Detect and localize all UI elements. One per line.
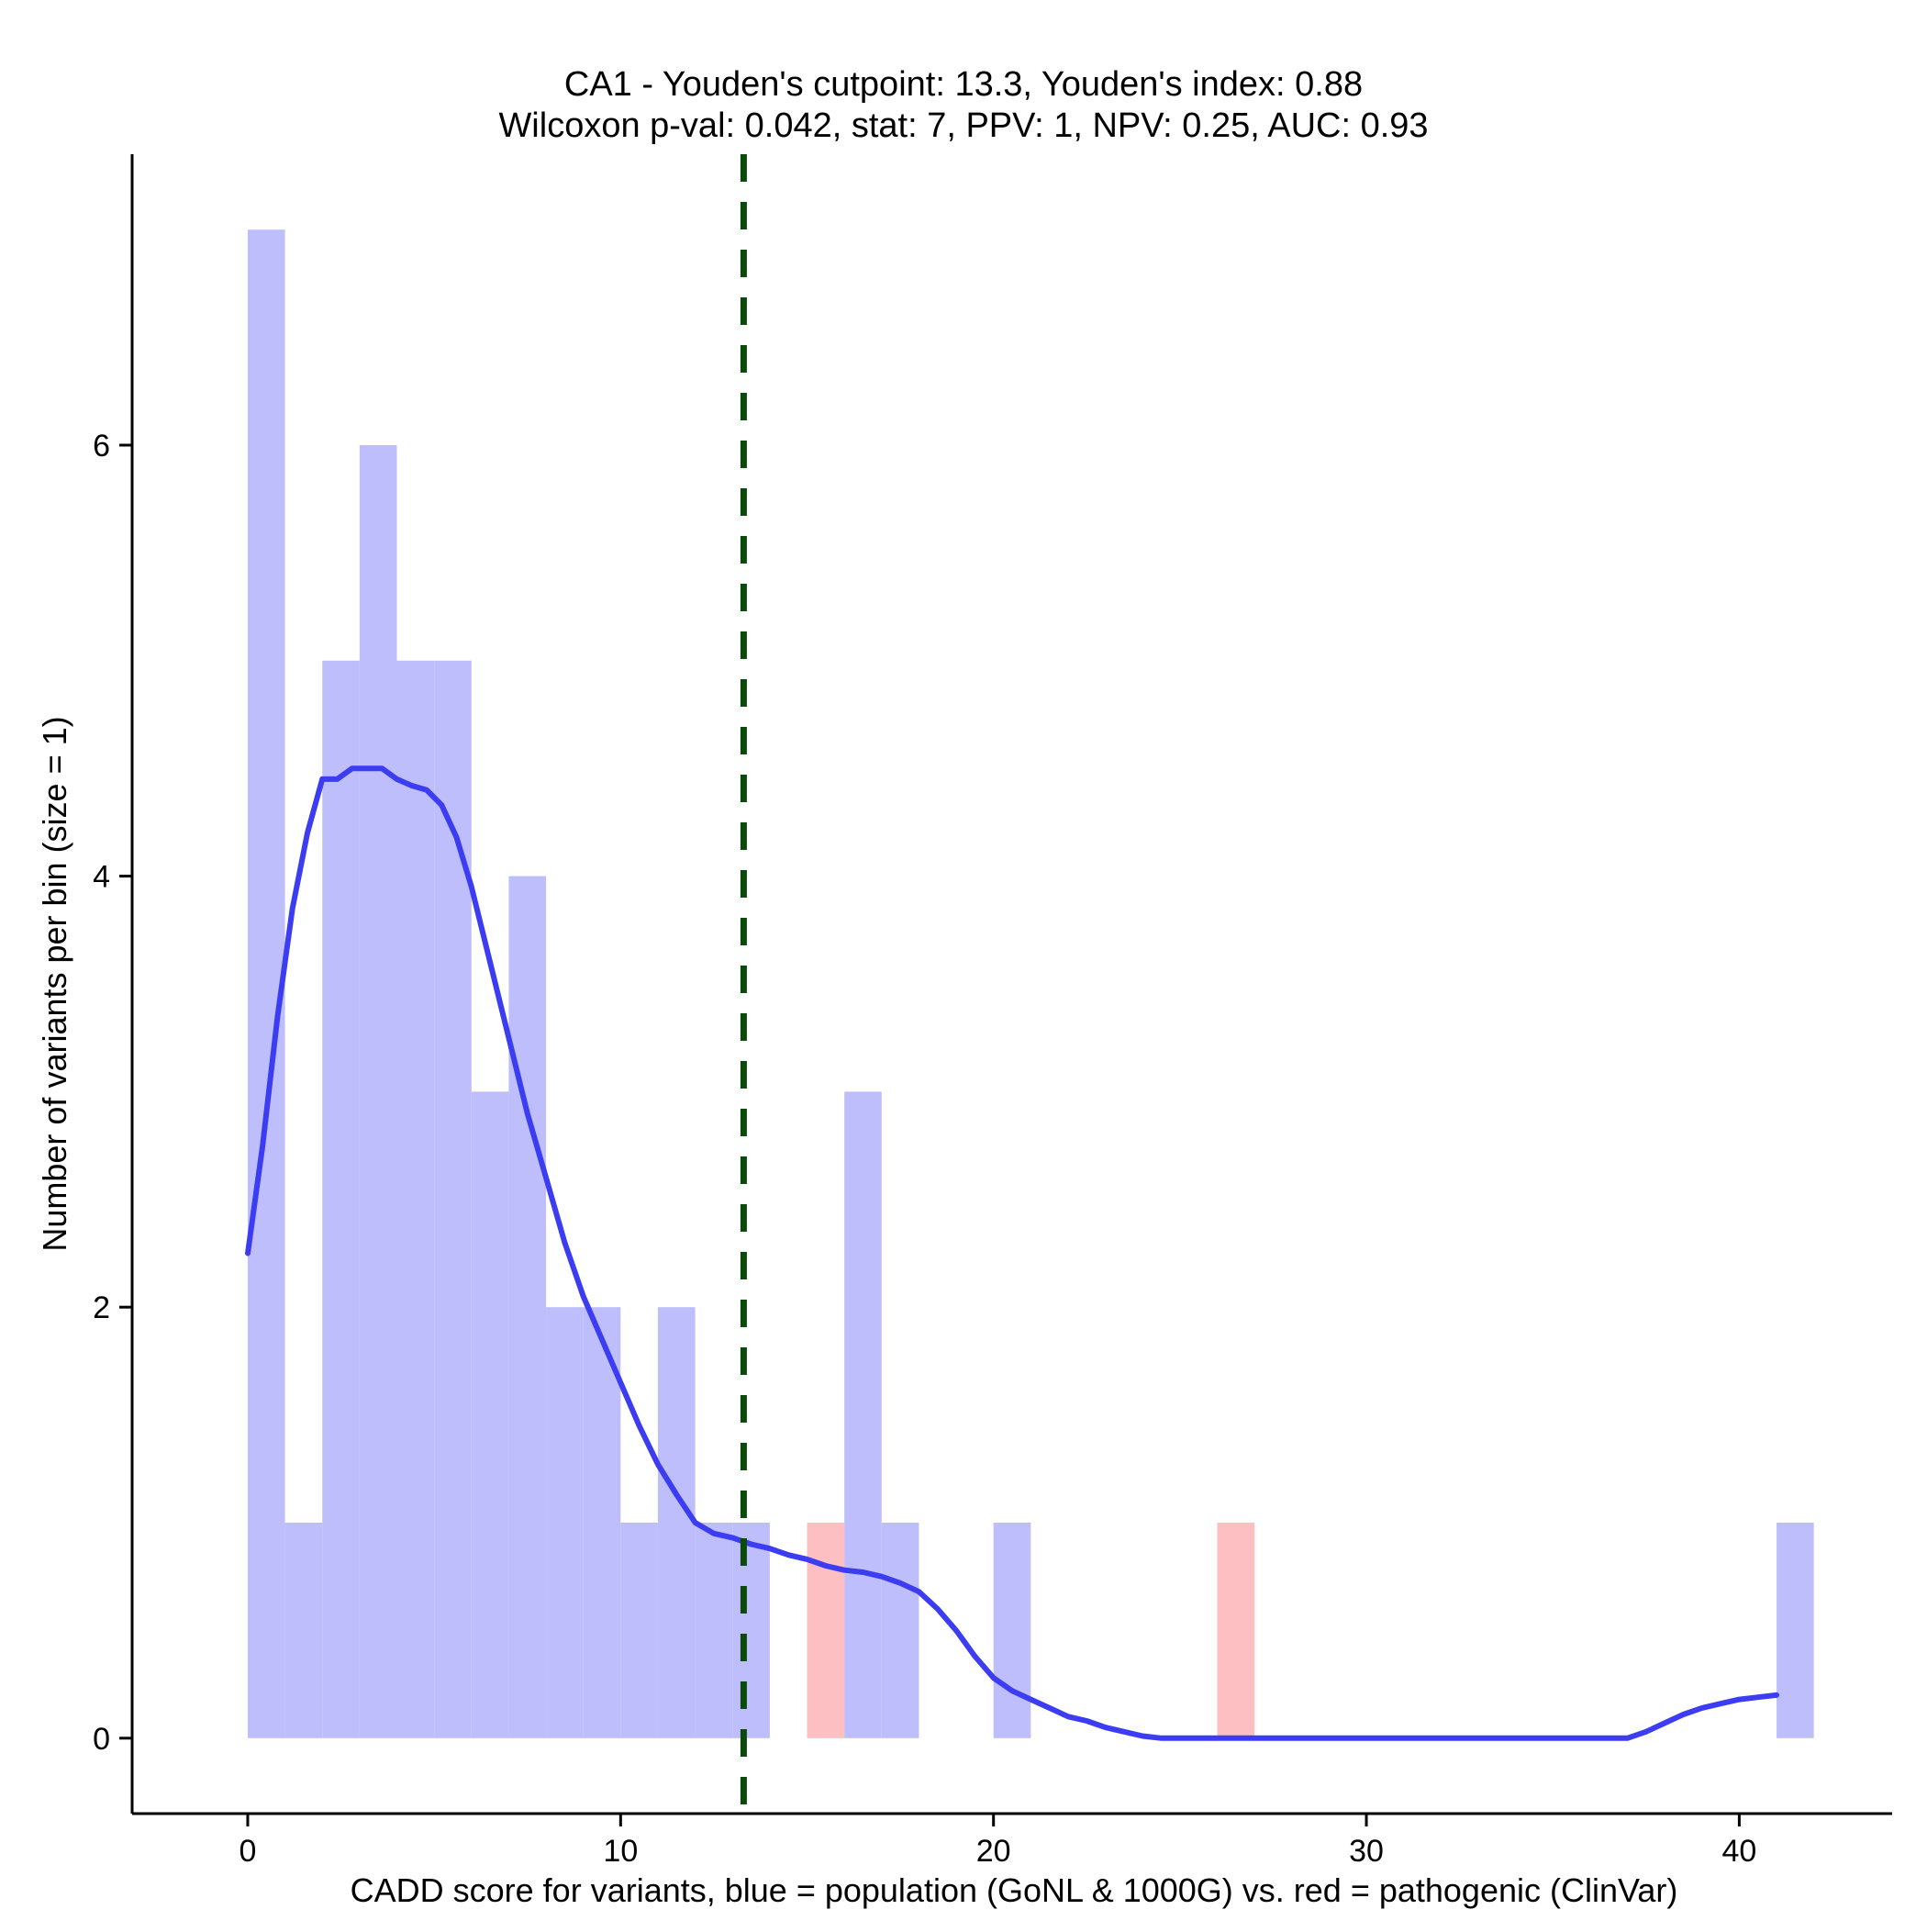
population-bar-16: [993, 1523, 1031, 1738]
density-curve-group: [245, 765, 1779, 1741]
population-bar-2: [322, 660, 360, 1738]
y-tick-label-0: 0: [93, 1722, 110, 1757]
population-bar-10: [620, 1523, 658, 1738]
population-bar-9: [583, 1307, 621, 1738]
title-line-2: Wilcoxon p-val: 0.042, stat: 7, PPV: 1, …: [498, 106, 1428, 145]
x-axis-title: CADD score for variants, blue = populati…: [351, 1871, 1678, 1909]
population-bar-12: [695, 1523, 733, 1738]
x-tick-label-10: 10: [603, 1834, 638, 1869]
x-tick-label-20: 20: [976, 1834, 1011, 1869]
population-bar-7: [508, 876, 547, 1738]
population-bar-6: [471, 1091, 509, 1738]
population-bar-0: [247, 229, 285, 1738]
pathogenic-bar-0: [807, 1523, 845, 1738]
y-tick-label-2: 2: [93, 1290, 110, 1325]
population-bar-14: [844, 1091, 882, 1738]
x-axis-ticks: 0 10 20 30 40: [239, 1814, 1756, 1869]
population-bar-13: [732, 1523, 770, 1738]
axes: [130, 154, 1892, 1815]
chart-title: CA1 - Youden's cutpoint: 13.3, Youden's …: [498, 65, 1428, 145]
y-tick-label-6: 6: [93, 429, 110, 463]
pathogenic-bar-1: [1217, 1523, 1255, 1738]
population-bar-11: [657, 1307, 696, 1738]
y-axis-ticks: 0 2 4 6: [93, 429, 132, 1757]
y-tick-label-4: 4: [93, 860, 110, 895]
population-bars: [247, 229, 1814, 1738]
x-tick-label-40: 40: [1721, 1834, 1756, 1869]
y-axis-title: Number of variants per bin (size = 1): [36, 716, 73, 1251]
population-bar-15: [881, 1523, 919, 1738]
density-curve: [245, 765, 1779, 1741]
population-bar-17: [1777, 1523, 1814, 1738]
population-bar-3: [359, 444, 397, 1738]
population-bar-1: [284, 1523, 323, 1738]
x-tick-label-30: 30: [1349, 1834, 1384, 1869]
x-tick-label-0: 0: [239, 1834, 257, 1869]
population-bar-4: [396, 660, 435, 1738]
title-line-1: CA1 - Youden's cutpoint: 13.3, Youden's …: [564, 65, 1363, 104]
population-bar-8: [546, 1307, 584, 1738]
population-bar-5: [434, 660, 472, 1738]
